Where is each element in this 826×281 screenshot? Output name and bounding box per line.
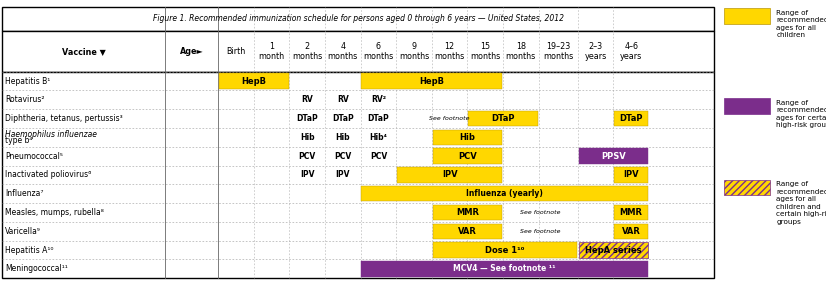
Text: Vaccine ▼: Vaccine ▼ [62, 47, 106, 56]
Bar [578, 148, 648, 164]
Text: DTaP: DTaP [368, 114, 389, 123]
Bar [2, 31, 714, 72]
Text: Age►: Age► [180, 47, 203, 56]
Text: Inactivated poliovirus⁶: Inactivated poliovirus⁶ [5, 170, 91, 180]
Bar [724, 8, 770, 24]
Text: Haemophilus influenzae: Haemophilus influenzae [5, 130, 97, 139]
Text: MMR: MMR [620, 208, 643, 217]
Text: PCV: PCV [335, 152, 351, 161]
Text: Influenza⁷: Influenza⁷ [5, 189, 43, 198]
Bar [2, 7, 714, 31]
Text: RV: RV [337, 95, 349, 104]
Text: VAR: VAR [458, 227, 477, 236]
Text: See footnote: See footnote [520, 229, 561, 234]
Bar [433, 242, 577, 258]
Bar [433, 148, 502, 164]
Text: DTaP: DTaP [297, 114, 318, 123]
Text: DTaP: DTaP [620, 114, 643, 123]
Bar [724, 98, 770, 114]
Text: Range of
recommended
ages for all
children: Range of recommended ages for all childr… [776, 10, 826, 38]
Text: MCV4 — See footnote ¹¹: MCV4 — See footnote ¹¹ [453, 264, 556, 273]
Text: Hib⁴: Hib⁴ [369, 133, 387, 142]
Text: See footnote: See footnote [430, 116, 470, 121]
Text: 12
months: 12 months [434, 42, 465, 61]
Text: PPSV: PPSV [601, 152, 626, 161]
Text: 4–6
years: 4–6 years [620, 42, 643, 61]
Text: Dose 1¹⁰: Dose 1¹⁰ [485, 246, 525, 255]
Text: DTaP: DTaP [491, 114, 515, 123]
Text: Range of
recommended
ages for all
children and
certain high-risk
groups: Range of recommended ages for all childr… [776, 181, 826, 225]
Text: MMR: MMR [456, 208, 479, 217]
Text: IPV: IPV [624, 170, 639, 180]
Bar [615, 205, 648, 220]
Text: type b⁴: type b⁴ [5, 136, 32, 145]
Text: Diphtheria, tetanus, pertussis³: Diphtheria, tetanus, pertussis³ [5, 114, 123, 123]
Text: IPV: IPV [300, 170, 315, 180]
Bar [578, 242, 648, 258]
Bar [362, 261, 648, 277]
Bar [433, 224, 502, 239]
Text: Rotavirus²: Rotavirus² [5, 95, 45, 104]
Bar [724, 180, 770, 195]
Text: 1
month: 1 month [259, 42, 285, 61]
Text: IPV: IPV [335, 170, 350, 180]
Text: VAR: VAR [622, 227, 641, 236]
Text: Hib: Hib [335, 133, 350, 142]
Text: DTaP: DTaP [332, 114, 354, 123]
Text: HepB: HepB [241, 76, 266, 85]
Text: PCV: PCV [298, 152, 316, 161]
Text: 2
months: 2 months [292, 42, 322, 61]
Bar [2, 72, 714, 278]
Text: Figure 1. Recommended immunization schedule for persons aged 0 through 6 years —: Figure 1. Recommended immunization sched… [153, 14, 564, 24]
Text: 19–23
months: 19–23 months [543, 42, 573, 61]
Bar [362, 73, 502, 89]
Text: 4
months: 4 months [328, 42, 358, 61]
Bar [433, 205, 502, 220]
Text: HepA series: HepA series [585, 246, 642, 255]
Text: Hib: Hib [300, 133, 315, 142]
Bar [615, 111, 648, 126]
Bar [362, 186, 648, 201]
Text: 9
months: 9 months [399, 42, 430, 61]
Bar [615, 167, 648, 183]
Bar [468, 111, 538, 126]
Text: Pneumococcal⁵: Pneumococcal⁵ [5, 152, 63, 161]
Text: Birth: Birth [226, 47, 245, 56]
Text: Hepatitis A¹⁰: Hepatitis A¹⁰ [5, 246, 54, 255]
Text: 2–3
years: 2–3 years [585, 42, 607, 61]
Text: 18
months: 18 months [506, 42, 536, 61]
Bar [397, 167, 502, 183]
Text: 15
months: 15 months [470, 42, 501, 61]
Text: Varicella⁹: Varicella⁹ [5, 227, 40, 236]
Text: HepB: HepB [420, 76, 444, 85]
Text: 6
months: 6 months [363, 42, 393, 61]
Bar [219, 73, 288, 89]
Text: Meningococcal¹¹: Meningococcal¹¹ [5, 264, 68, 273]
Text: Influenza (yearly): Influenza (yearly) [467, 189, 544, 198]
Bar [615, 224, 648, 239]
Text: IPV: IPV [442, 170, 458, 180]
Text: Hepatitis B¹: Hepatitis B¹ [5, 76, 50, 85]
Text: RV: RV [301, 95, 313, 104]
Text: Range of
recommended
ages for certain
high-risk groups: Range of recommended ages for certain hi… [776, 100, 826, 128]
Text: Hib: Hib [459, 133, 475, 142]
Text: PCV: PCV [370, 152, 387, 161]
Text: PCV: PCV [458, 152, 477, 161]
Text: RV²: RV² [371, 95, 386, 104]
Text: Measles, mumps, rubella⁸: Measles, mumps, rubella⁸ [5, 208, 104, 217]
Text: See footnote: See footnote [520, 210, 561, 215]
Bar [433, 130, 502, 145]
